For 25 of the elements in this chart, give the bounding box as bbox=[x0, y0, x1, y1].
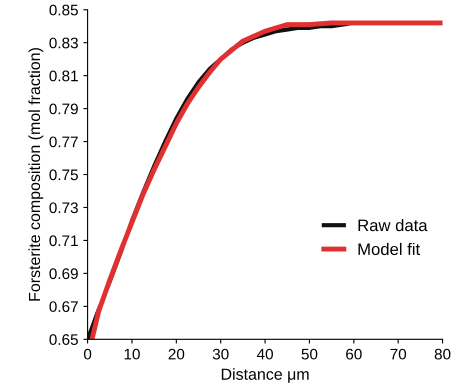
x-tick-label: 30 bbox=[212, 348, 229, 360]
x-tick-label: 10 bbox=[124, 348, 140, 360]
y-tick-label: 0.75 bbox=[49, 169, 78, 180]
y-tick-label: 0.81 bbox=[49, 70, 78, 82]
x-tick-label: 40 bbox=[256, 348, 273, 360]
x-tick-label: 70 bbox=[390, 348, 406, 360]
x-tick-label: 60 bbox=[346, 348, 362, 360]
y-tick-label: 0.71 bbox=[49, 235, 78, 246]
y-tick-label: 0.77 bbox=[49, 136, 78, 148]
line-series bbox=[90, 20, 443, 340]
y-tick-label: 0.83 bbox=[49, 38, 78, 48]
x-tick-label: 20 bbox=[168, 348, 184, 360]
y-axis-title: Forsterite composition (mol fraction) bbox=[28, 48, 44, 301]
legend-label: Raw data bbox=[358, 218, 428, 232]
x-tick-label: 0 bbox=[84, 348, 92, 360]
y-tick-label: 0.73 bbox=[49, 202, 78, 214]
legend-label: Model fit bbox=[358, 242, 420, 256]
y-tick-label: 0.79 bbox=[49, 103, 78, 114]
y-tick-label: 0.85 bbox=[49, 4, 78, 16]
y-tick-label: 0.67 bbox=[49, 301, 78, 312]
x-tick-label: 50 bbox=[302, 348, 318, 360]
x-tick-label: 80 bbox=[434, 348, 450, 360]
x-axis-title: Distance μm bbox=[222, 368, 309, 383]
y-tick-label: 0.65 bbox=[49, 334, 78, 345]
y-tick-label: 0.69 bbox=[49, 268, 78, 280]
